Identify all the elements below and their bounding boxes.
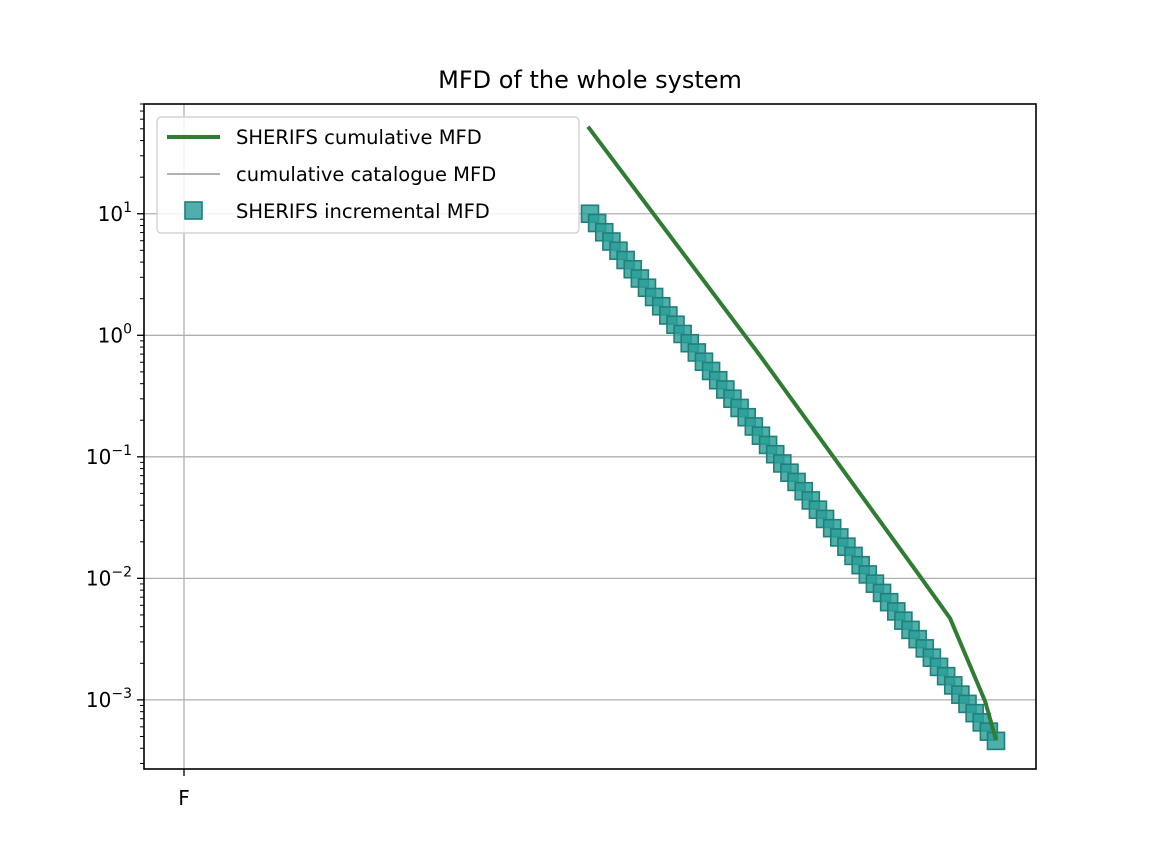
legend-label: SHERIFS incremental MFD [236, 200, 490, 223]
legend-box [156, 116, 580, 234]
legend: SHERIFS cumulative MFD cumulative catalog… [156, 116, 580, 234]
incremental-mfd-point [986, 731, 1006, 751]
y-tick-base: 10 [98, 202, 123, 226]
data-layer [580, 125, 1006, 751]
y-tick-exponent: 1 [123, 200, 132, 216]
chart-title: MFD of the whole system [438, 66, 742, 94]
y-tick-base: 10 [86, 688, 111, 712]
legend-label: cumulative catalogue MFD [236, 163, 496, 186]
y-tick-exponent: −1 [111, 443, 132, 459]
y-tick-exponent: −2 [111, 564, 132, 580]
legend-label: SHERIFS cumulative MFD [236, 126, 482, 149]
legend-square-icon [184, 201, 203, 220]
cumulative-mfd-line [586, 125, 998, 741]
plot-frame [143, 103, 1037, 770]
y-tick-label: 100 [98, 321, 132, 347]
x-axis: F [178, 769, 190, 810]
x-tick-label: F [178, 786, 190, 810]
y-tick-label: 101 [98, 200, 132, 226]
y-tick-exponent: 0 [123, 321, 132, 337]
y-tick-label: 10−1 [86, 443, 132, 469]
y-tick-label: 10−2 [86, 564, 132, 590]
y-tick-label: 10−3 [86, 686, 132, 712]
y-tick-exponent: −3 [111, 686, 132, 702]
y-tick-base: 10 [86, 566, 111, 590]
y-tick-base: 10 [98, 323, 123, 347]
y-tick-base: 10 [86, 445, 111, 469]
